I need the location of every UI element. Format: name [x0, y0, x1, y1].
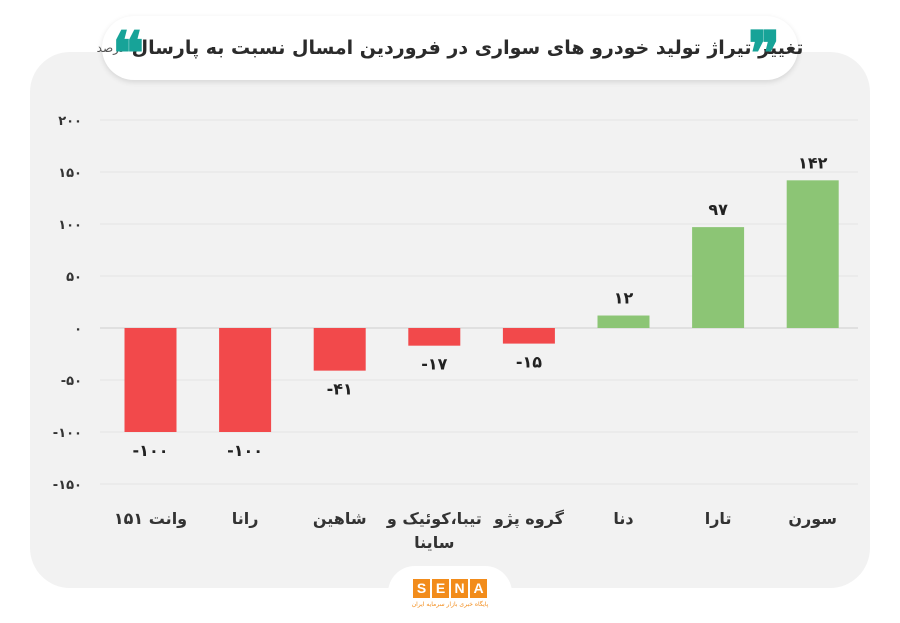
y-tick-label: -۱۰۰	[53, 426, 82, 441]
logo-wordmark: S E N A	[413, 578, 487, 598]
bar	[313, 328, 366, 371]
data-label: ۹۷	[708, 200, 728, 219]
x-category-label: گروه پژو	[493, 509, 565, 529]
sena-logo: S E N A پایگاه خبری بازار سرمایه ایران	[388, 566, 512, 620]
x-category-label: سورن	[788, 509, 837, 528]
x-category-label: تارا	[705, 509, 732, 528]
logo-letter: E	[432, 578, 449, 598]
y-tick-label: ۰	[74, 322, 82, 337]
data-label: -۱۵	[516, 353, 542, 372]
bar	[124, 328, 177, 432]
quote-open-icon: ❝	[112, 19, 145, 89]
logo-letter: A	[470, 578, 487, 598]
bar	[219, 328, 272, 432]
y-tick-label: ۱۰۰	[58, 218, 82, 233]
y-tick-label: ۵۰	[66, 270, 82, 285]
bar	[786, 180, 839, 328]
data-label: -۱۰۰	[227, 441, 263, 460]
x-category-label: وانت ۱۵۱	[114, 509, 187, 528]
y-tick-label: ۱۵۰	[58, 166, 82, 181]
chart-title: تغییر تیراژ تولید خودرو های سواری در فرو…	[131, 37, 804, 59]
chart-title-box: تغییر تیراژ تولید خودرو های سواری در فرو…	[97, 16, 803, 80]
quote-close-icon: ❞	[748, 19, 781, 89]
bar	[597, 315, 650, 328]
chart-unit: -درصد	[96, 41, 129, 55]
data-label: -۴۱	[327, 380, 353, 399]
bar	[408, 328, 461, 346]
logo-subtitle: پایگاه خبری بازار سرمایه ایران	[411, 600, 489, 608]
data-label: ۱۴۲	[798, 153, 828, 172]
x-category-label: دنا	[613, 509, 633, 528]
data-label: ۱۲	[614, 289, 634, 308]
bar	[502, 328, 555, 344]
logo-letter: S	[413, 578, 430, 598]
y-tick-label: -۵۰	[61, 374, 82, 389]
y-tick-label: ۲۰۰	[58, 114, 82, 129]
bar	[692, 227, 745, 328]
x-category-label: رانا	[232, 509, 259, 528]
data-label: -۱۷	[421, 355, 447, 374]
data-label: -۱۰۰	[133, 441, 169, 460]
x-category-label: شاهین	[313, 509, 367, 528]
logo-letter: N	[451, 578, 468, 598]
y-tick-label: -۱۵۰	[53, 478, 82, 493]
x-category-label: تیبا،کوئیک و ساینا	[386, 509, 482, 552]
